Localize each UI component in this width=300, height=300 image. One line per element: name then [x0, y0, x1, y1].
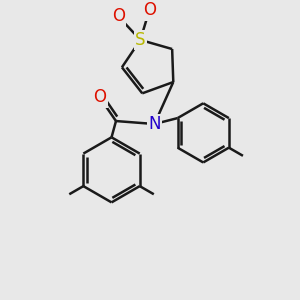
- Text: S: S: [135, 31, 146, 49]
- Text: O: O: [112, 7, 125, 25]
- Text: N: N: [148, 115, 161, 133]
- Text: O: O: [93, 88, 106, 106]
- Text: O: O: [143, 1, 156, 19]
